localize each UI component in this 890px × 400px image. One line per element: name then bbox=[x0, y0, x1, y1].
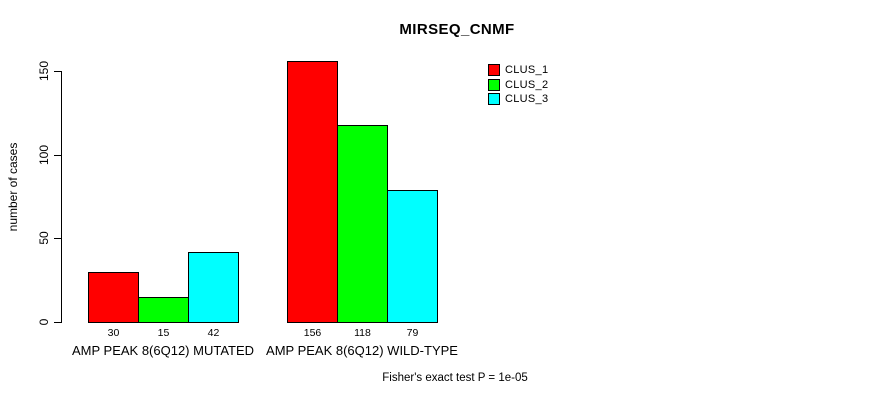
legend-swatch bbox=[488, 64, 500, 77]
y-tick-label: 0 bbox=[37, 318, 51, 326]
legend: CLUS_1 CLUS_2 CLUS_3 bbox=[488, 63, 548, 107]
legend-label: CLUS_3 bbox=[505, 93, 549, 106]
legend-label: CLUS_1 bbox=[505, 64, 549, 77]
bar bbox=[188, 252, 239, 323]
legend-swatch bbox=[488, 78, 500, 91]
x-group-label: AMP PEAK 8(6Q12) MUTATED bbox=[71, 343, 255, 358]
bar bbox=[88, 272, 139, 323]
x-group-label: AMP PEAK 8(6Q12) WILD-TYPE bbox=[266, 343, 458, 358]
y-tick-label: 50 bbox=[37, 231, 51, 245]
y-axis-tick bbox=[54, 322, 61, 323]
y-tick-label: 100 bbox=[37, 144, 51, 166]
y-axis-tick bbox=[54, 238, 61, 239]
bar bbox=[287, 61, 338, 323]
y-axis-tick bbox=[54, 155, 61, 156]
bar-value-label: 30 bbox=[107, 327, 120, 339]
legend-swatch bbox=[488, 93, 500, 106]
bar-value-label: 156 bbox=[303, 327, 322, 339]
bar bbox=[138, 297, 189, 323]
bar-value-label: 79 bbox=[406, 327, 419, 339]
annotation-text: Fisher's exact test P = 1e-05 bbox=[382, 372, 528, 384]
y-axis-tick bbox=[54, 71, 61, 72]
bar bbox=[387, 190, 438, 323]
legend-label: CLUS_2 bbox=[505, 78, 549, 91]
y-axis-line bbox=[61, 71, 62, 323]
bar-value-label: 118 bbox=[354, 327, 371, 339]
y-tick-label: 150 bbox=[37, 60, 51, 82]
legend-item: CLUS_3 bbox=[488, 92, 548, 107]
bar-value-label: 15 bbox=[157, 327, 170, 339]
bar bbox=[337, 125, 388, 323]
chart-title: MIRSEQ_CNMF bbox=[399, 21, 515, 38]
legend-item: CLUS_2 bbox=[488, 78, 548, 93]
bar-value-label: 42 bbox=[207, 327, 220, 339]
legend-item: CLUS_1 bbox=[488, 63, 548, 78]
